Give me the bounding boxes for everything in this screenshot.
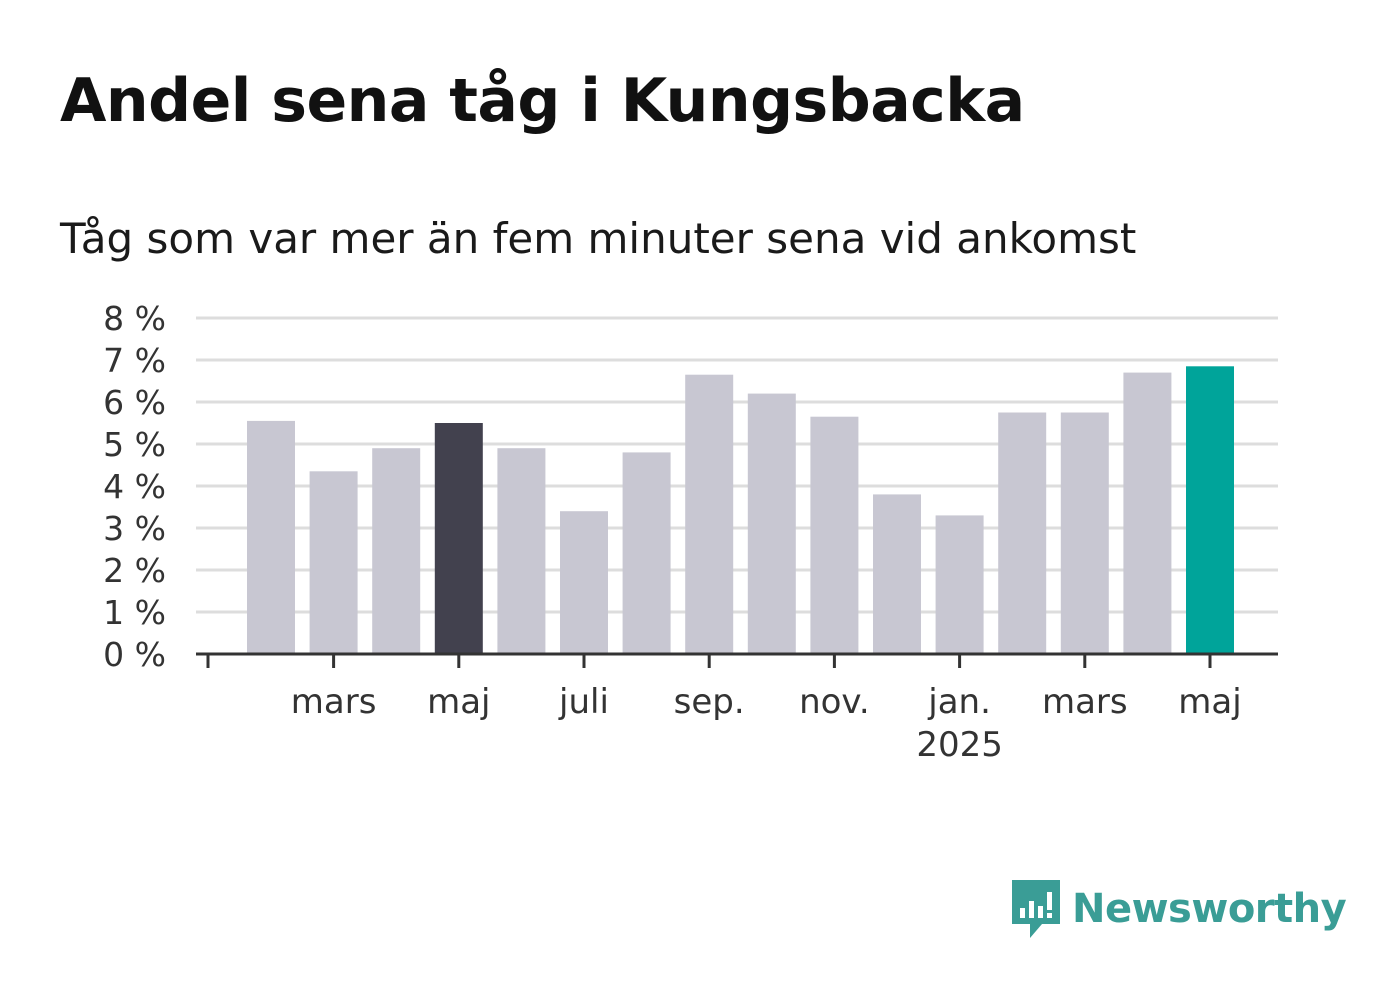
y-tick-label: 8 %: [103, 299, 166, 338]
bar-0: [247, 420, 295, 654]
chart-title: Andel sena tåg i Kungsbacka: [60, 66, 1025, 136]
x-tick-label: mars: [291, 682, 377, 722]
x-tick-label: sep.: [674, 682, 745, 722]
x-axis: [196, 652, 1278, 668]
bar-3: [434, 423, 483, 654]
y-tick-label: 3 %: [103, 509, 166, 548]
x-axis-ticks: mars maj juli sep. nov. jan.2025 mars maj: [291, 682, 1242, 765]
brand-name: Newsworthy: [1072, 886, 1347, 932]
chart-subtitle: Tåg som var mer än fem minuter sena vid …: [60, 214, 1137, 263]
y-tick-label: 2 %: [103, 551, 166, 590]
bar-13: [1060, 412, 1109, 654]
bar-1: [309, 471, 358, 654]
x-tick-label: mars: [1042, 682, 1128, 722]
y-axis-ticks: 0 %1 %2 %3 %4 %5 %6 %7 %8 %: [103, 299, 166, 674]
y-tick-label: 0 %: [103, 635, 166, 674]
bar-8: [747, 393, 796, 654]
bars: [247, 366, 1234, 654]
bar-9: [810, 416, 859, 654]
x-tick-label: jan.: [927, 682, 991, 722]
bar-2: [372, 448, 421, 654]
x-tick-label: nov.: [799, 682, 870, 722]
y-tick-label: 5 %: [103, 425, 166, 464]
bar-14: [1123, 372, 1172, 654]
y-tick-label: 6 %: [103, 383, 166, 422]
bar-6: [622, 452, 671, 654]
x-tick-label: maj: [427, 682, 490, 722]
bar-11: [935, 515, 984, 654]
bar-7: [685, 374, 734, 654]
y-tick-label: 1 %: [103, 593, 166, 632]
grid-lines: [196, 316, 1278, 614]
y-tick-label: 7 %: [103, 341, 166, 380]
x-tick-label: juli: [558, 682, 609, 722]
bar-15: [1186, 366, 1234, 654]
x-tick-label: maj: [1178, 682, 1241, 722]
newsworthy-logo-icon: [1012, 880, 1060, 938]
newsworthy-logo: Newsworthy: [1010, 878, 1347, 940]
bar-12: [998, 412, 1047, 654]
x-tick-sublabel: 2025: [916, 725, 1003, 765]
bar-5: [560, 511, 608, 654]
bar-4: [497, 448, 546, 654]
y-tick-label: 4 %: [103, 467, 166, 506]
bar-10: [873, 494, 921, 654]
